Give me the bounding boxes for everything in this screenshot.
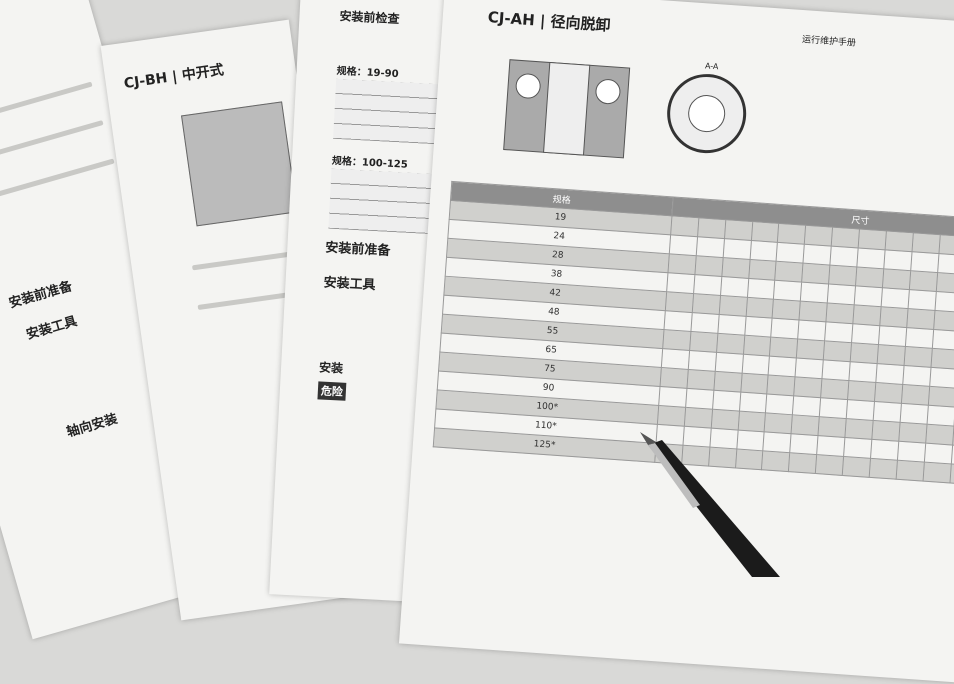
technical-drawing: [503, 59, 747, 159]
pen: [640, 432, 780, 577]
front-paper: CJ-AH | 径向脱卸 运行维护手册 A-A 规格 尺寸 19 24 28 38 42 48…: [398, 0, 954, 684]
